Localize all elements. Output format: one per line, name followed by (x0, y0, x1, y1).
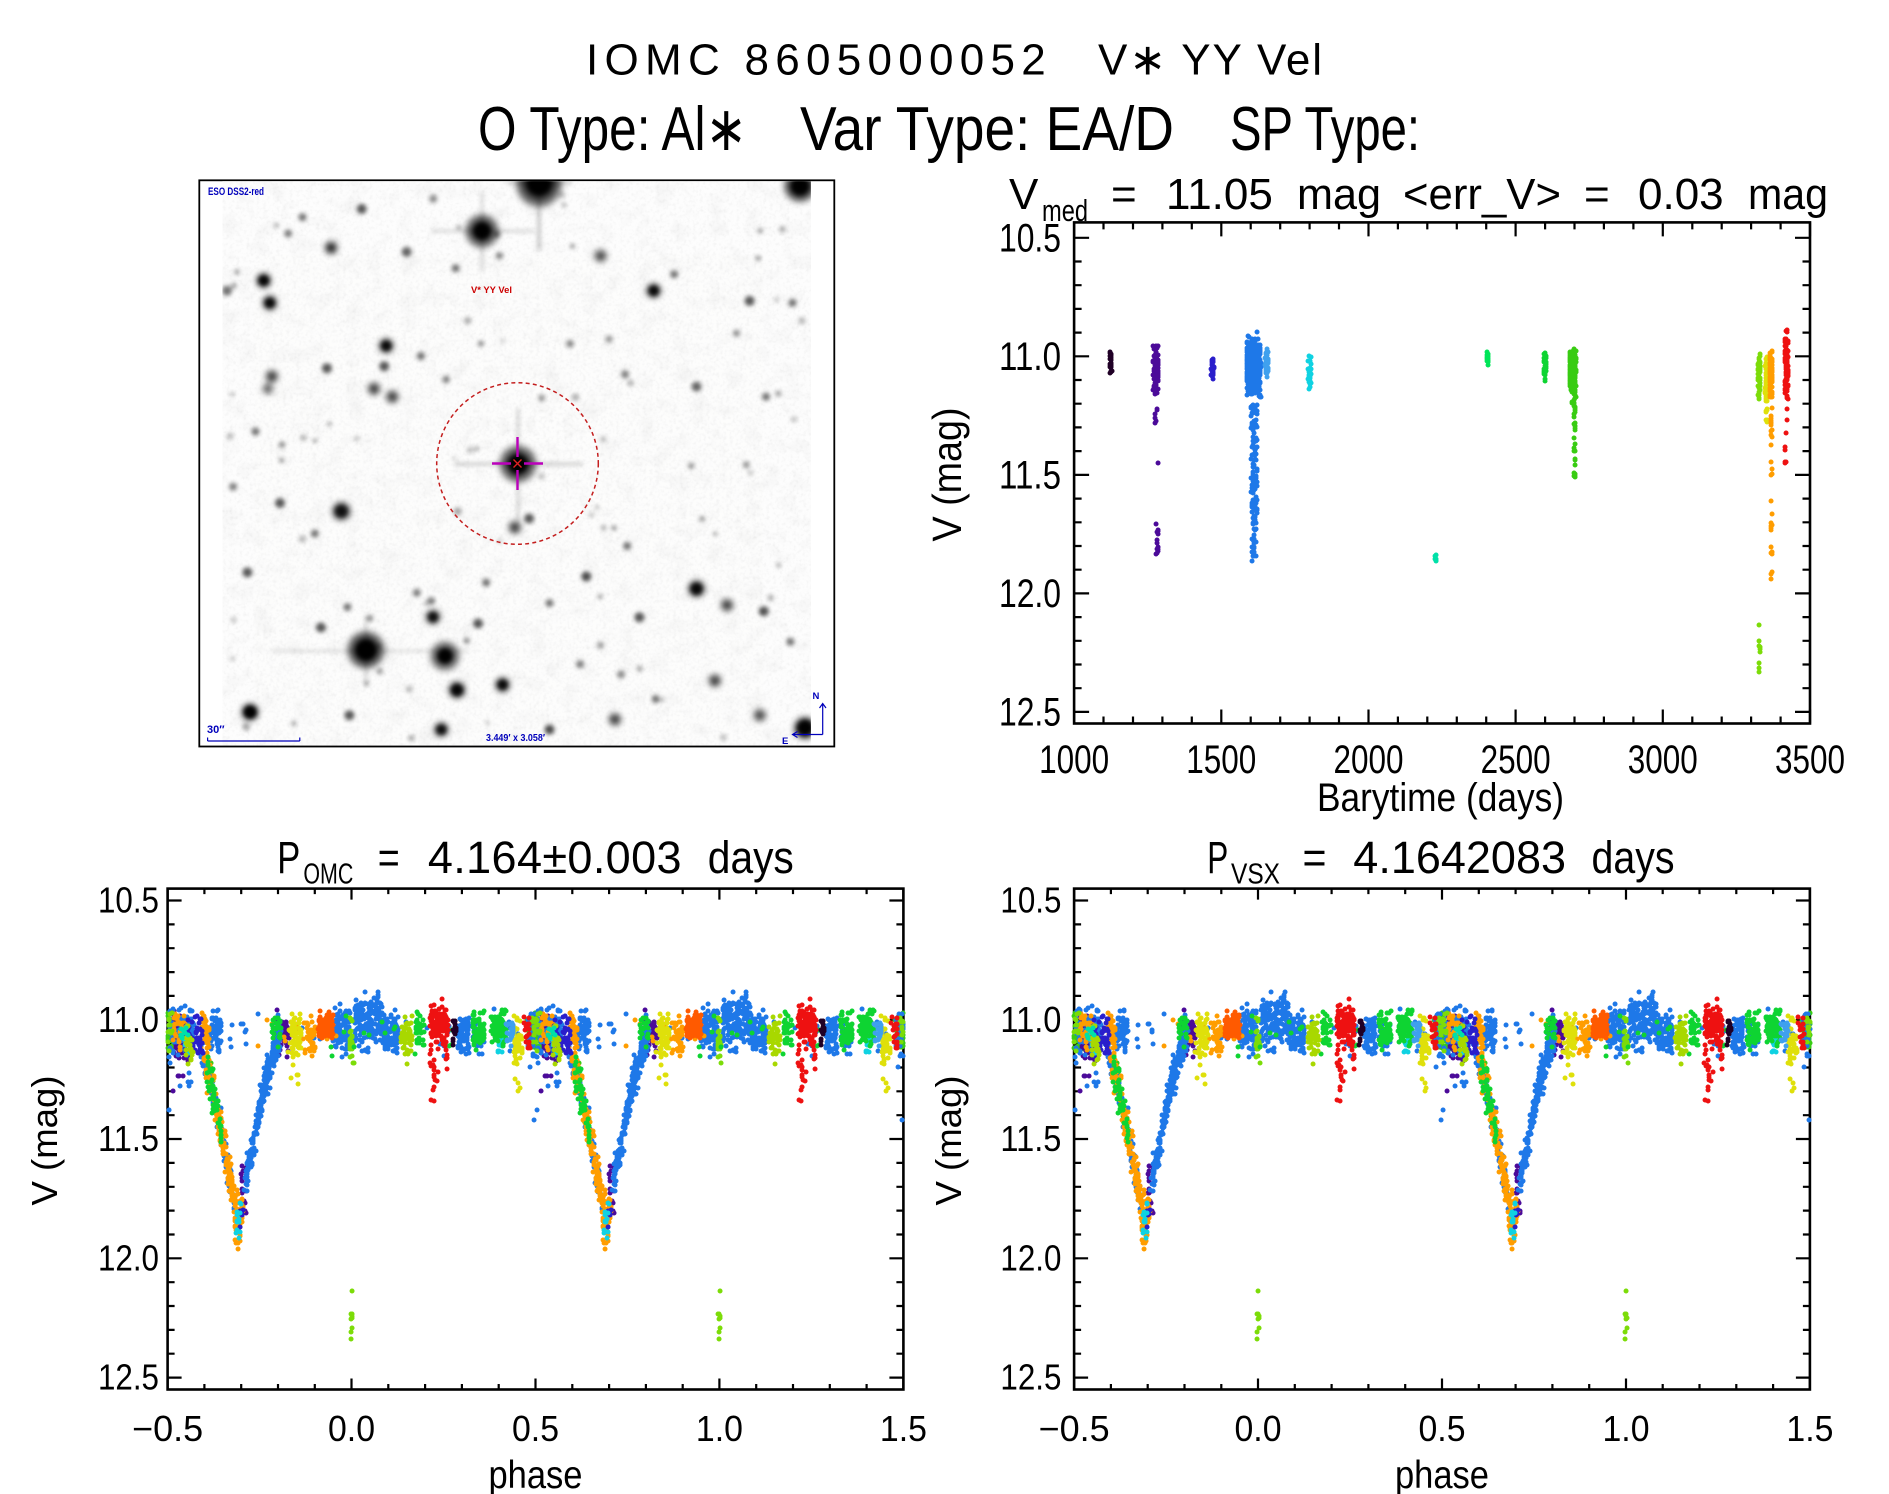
svg-text:Barytime (days): Barytime (days) (1317, 776, 1564, 820)
svg-text:−0.5: −0.5 (1039, 1408, 1110, 1449)
svg-text:phase: phase (1395, 1454, 1489, 1494)
svg-text:days: days (708, 832, 794, 883)
svg-text:=: = (1303, 832, 1327, 883)
svg-text:11.5: 11.5 (98, 1118, 159, 1159)
svg-text:12.5: 12.5 (999, 690, 1061, 734)
svg-text:11.5: 11.5 (999, 453, 1061, 497)
svg-text:−0.5: −0.5 (132, 1408, 203, 1449)
svg-text:11.0: 11.0 (999, 335, 1061, 379)
svg-text:N: N (813, 691, 820, 702)
svg-text:mag: mag (1297, 170, 1381, 219)
svg-text:10.5: 10.5 (999, 216, 1061, 260)
svg-text:phase: phase (489, 1454, 583, 1494)
svg-text:11.0: 11.0 (1000, 999, 1061, 1040)
svg-text:V (mag): V (mag) (924, 408, 970, 542)
svg-text:12.5: 12.5 (1000, 1357, 1061, 1398)
svg-text:E: E (782, 736, 788, 747)
svg-text:Var Type: EA/D: Var Type: EA/D (800, 95, 1174, 164)
svg-text:med: med (1042, 193, 1088, 228)
svg-text:11.05: 11.05 (1166, 170, 1273, 219)
svg-text:3000: 3000 (1628, 738, 1698, 782)
svg-text:30″: 30″ (207, 724, 225, 736)
svg-text:<err_V>: <err_V> (1403, 170, 1561, 219)
svg-text:=: = (1584, 170, 1610, 219)
svg-text:mag: mag (1748, 170, 1828, 219)
svg-text:V∗ YY Vel: V∗ YY Vel (1098, 36, 1324, 85)
svg-text:OMC: OMC (303, 859, 353, 891)
svg-text:2000: 2000 (1334, 738, 1404, 782)
svg-text:11.0: 11.0 (98, 999, 159, 1040)
svg-text:1500: 1500 (1186, 738, 1256, 782)
svg-text:V (mag): V (mag) (928, 1076, 969, 1206)
svg-text:O Type: Al∗: O Type: Al∗ (478, 95, 747, 164)
svg-text:12.0: 12.0 (1000, 1237, 1061, 1278)
svg-text:V: V (1009, 170, 1039, 219)
svg-text:3500: 3500 (1775, 738, 1845, 782)
svg-text:P: P (1207, 832, 1228, 883)
svg-text:11.5: 11.5 (1000, 1118, 1061, 1159)
svg-text:1.0: 1.0 (696, 1408, 743, 1449)
svg-text:12.5: 12.5 (98, 1357, 159, 1398)
svg-text:VSX: VSX (1231, 859, 1280, 891)
svg-text:=: = (1111, 170, 1137, 219)
svg-text:4.164±0.003: 4.164±0.003 (428, 832, 682, 883)
svg-text:SP Type:: SP Type: (1230, 95, 1420, 164)
svg-text:1.0: 1.0 (1603, 1408, 1650, 1449)
svg-text:0.5: 0.5 (512, 1408, 559, 1449)
svg-text:1.5: 1.5 (880, 1408, 927, 1449)
svg-text:0.0: 0.0 (328, 1408, 375, 1449)
svg-text:days: days (1592, 832, 1675, 883)
svg-text:4.1642083: 4.1642083 (1353, 832, 1566, 883)
svg-text:12.0: 12.0 (999, 572, 1061, 616)
svg-text:10.5: 10.5 (98, 880, 159, 921)
svg-text:2500: 2500 (1481, 738, 1551, 782)
svg-text:12.0: 12.0 (98, 1237, 159, 1278)
svg-text:0.0: 0.0 (1235, 1408, 1282, 1449)
svg-text:V* YY Vel: V* YY Vel (471, 285, 512, 296)
svg-text:V (mag): V (mag) (24, 1076, 65, 1206)
svg-text:0.03: 0.03 (1638, 170, 1724, 219)
svg-text:1000: 1000 (1039, 738, 1109, 782)
svg-text:3.449′ x 3.058′: 3.449′ x 3.058′ (486, 732, 545, 744)
svg-text:1.5: 1.5 (1786, 1408, 1833, 1449)
svg-text:P: P (277, 832, 300, 883)
svg-text:IOMC 8605000052: IOMC 8605000052 (586, 36, 1052, 85)
svg-text:0.5: 0.5 (1419, 1408, 1466, 1449)
svg-text:ESO DSS2-red: ESO DSS2-red (208, 186, 264, 198)
svg-text:=: = (378, 832, 400, 883)
svg-text:10.5: 10.5 (1000, 880, 1061, 921)
